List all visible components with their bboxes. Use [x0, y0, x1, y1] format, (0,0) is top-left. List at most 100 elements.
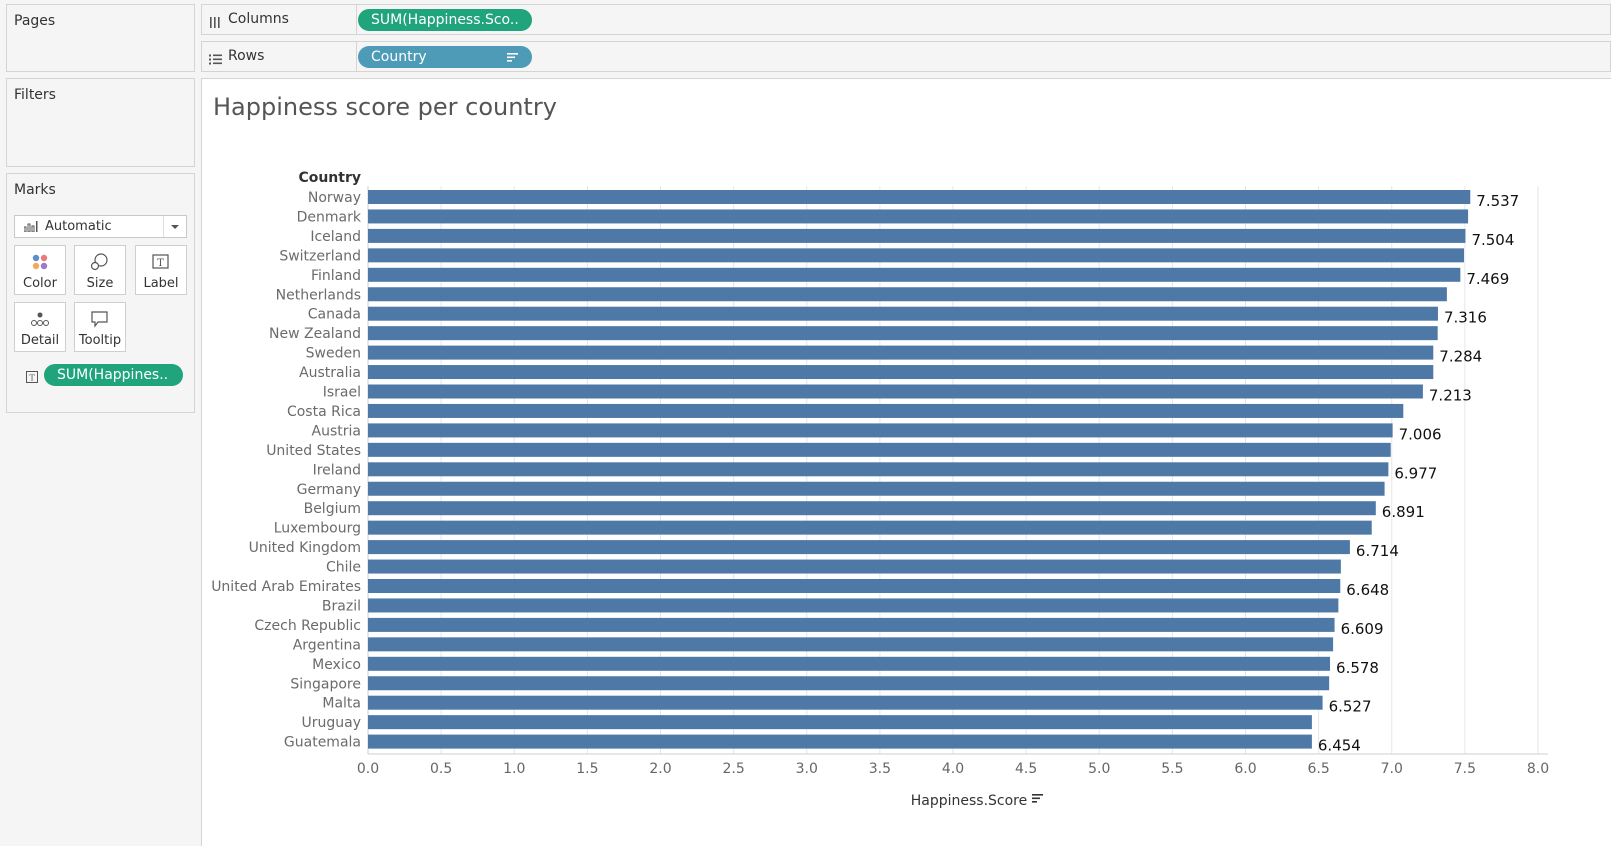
mark-type-value: Automatic: [45, 219, 112, 234]
bar[interactable]: [368, 384, 1423, 399]
bar[interactable]: [368, 403, 1404, 418]
bar[interactable]: [368, 481, 1385, 496]
bar[interactable]: [368, 267, 1461, 282]
pages-title: Pages: [14, 13, 56, 29]
rows-pill-label: Country: [371, 49, 427, 65]
bar[interactable]: [368, 345, 1434, 360]
columns-icon: [209, 13, 221, 32]
category-label[interactable]: Australia: [299, 365, 361, 381]
bar[interactable]: [368, 656, 1331, 671]
category-label[interactable]: Germany: [297, 482, 361, 498]
x-tick-label: 6.0: [1234, 761, 1256, 777]
value-label: 7.006: [1399, 425, 1442, 443]
bar[interactable]: [368, 248, 1464, 263]
bar[interactable]: [368, 695, 1323, 710]
detail-icon: [30, 310, 50, 332]
bar[interactable]: [368, 637, 1334, 652]
rows-dimension-pill[interactable]: Country: [358, 46, 532, 68]
label-measure-pill[interactable]: SUM(Happines..: [44, 364, 183, 386]
category-label[interactable]: Luxembourg: [274, 521, 361, 537]
rows-icon: [209, 50, 222, 69]
x-tick-label: 6.5: [1307, 761, 1329, 777]
size-button[interactable]: Size: [74, 245, 126, 295]
bar[interactable]: [368, 365, 1434, 380]
x-tick-label: 1.0: [503, 761, 525, 777]
pages-card[interactable]: Pages: [6, 4, 195, 72]
category-label[interactable]: Iceland: [310, 229, 361, 245]
x-tick-label: 5.0: [1088, 761, 1110, 777]
category-label[interactable]: Argentina: [293, 637, 361, 653]
bar[interactable]: [368, 501, 1376, 516]
category-label[interactable]: New Zealand: [269, 326, 361, 342]
viz-area[interactable]: Happiness score per country Norway Denmar…: [201, 78, 1611, 846]
bar[interactable]: [368, 734, 1312, 749]
category-label[interactable]: Brazil: [322, 598, 361, 614]
mark-type-dropdown[interactable]: Automatic: [14, 215, 187, 238]
bar[interactable]: [368, 423, 1393, 438]
category-label[interactable]: Mexico: [312, 657, 361, 673]
shelf-divider: [356, 42, 357, 71]
category-label[interactable]: Finland: [311, 268, 361, 284]
label-button[interactable]: T Label: [135, 245, 187, 295]
chevron-down-icon[interactable]: [163, 216, 186, 237]
bar[interactable]: [368, 520, 1372, 535]
rows-shelf[interactable]: Rows Country: [201, 41, 1611, 72]
bar[interactable]: [368, 598, 1339, 613]
category-label[interactable]: Norway: [308, 190, 361, 206]
value-label: 6.609: [1341, 620, 1384, 638]
detail-button[interactable]: Detail: [14, 302, 66, 352]
columns-shelf[interactable]: Columns SUM(Happiness.Sco..: [201, 4, 1611, 35]
category-label[interactable]: Switzerland: [279, 248, 361, 264]
bar[interactable]: [368, 306, 1438, 321]
sort-descending-icon[interactable]: [1032, 794, 1043, 803]
bar[interactable]: [368, 442, 1391, 457]
bar[interactable]: [368, 287, 1447, 302]
x-tick-label: 0.0: [357, 761, 379, 777]
value-label: 7.469: [1466, 270, 1509, 288]
category-label[interactable]: United Kingdom: [249, 540, 361, 556]
category-label[interactable]: United States: [266, 443, 361, 459]
color-button[interactable]: Color: [14, 245, 66, 295]
category-label[interactable]: Sweden: [306, 346, 361, 362]
category-label[interactable]: Canada: [308, 307, 361, 323]
text-label-icon: T: [26, 368, 38, 387]
category-label[interactable]: Chile: [326, 560, 361, 576]
category-label[interactable]: Denmark: [297, 209, 362, 225]
category-label[interactable]: Ireland: [313, 462, 361, 478]
category-label[interactable]: Malta: [322, 696, 361, 712]
category-label[interactable]: Austria: [312, 423, 361, 439]
bar[interactable]: [368, 559, 1341, 574]
row-header[interactable]: Country: [298, 170, 361, 186]
bar[interactable]: [368, 617, 1335, 632]
sort-descending-icon: [507, 47, 518, 68]
category-label[interactable]: Czech Republic: [254, 618, 361, 634]
columns-measure-pill[interactable]: SUM(Happiness.Sco..: [358, 9, 532, 31]
category-label[interactable]: Netherlands: [276, 287, 361, 303]
category-label[interactable]: Israel: [323, 385, 361, 401]
bar[interactable]: [368, 540, 1350, 555]
category-label[interactable]: Costa Rica: [287, 404, 361, 420]
category-label[interactable]: Belgium: [304, 501, 361, 517]
x-tick-label: 3.5: [869, 761, 891, 777]
category-label[interactable]: Uruguay: [302, 715, 362, 731]
category-label[interactable]: United Arab Emirates: [211, 579, 361, 595]
x-axis-title[interactable]: Happiness.Score: [911, 793, 1028, 809]
x-tick-label: 3.0: [796, 761, 818, 777]
filters-card[interactable]: Filters: [6, 78, 195, 167]
category-label[interactable]: Guatemala: [284, 735, 361, 751]
x-tick-label: 2.0: [649, 761, 671, 777]
bar[interactable]: [368, 676, 1330, 691]
bar[interactable]: [368, 209, 1469, 224]
bar[interactable]: [368, 326, 1438, 341]
x-tick-label: 7.0: [1381, 761, 1403, 777]
bar-chart[interactable]: Norway Denmark Iceland Switzerland Finland Ne…: [202, 79, 1611, 846]
bar[interactable]: [368, 715, 1312, 730]
bars: [368, 190, 1471, 749]
bar[interactable]: [368, 228, 1466, 243]
category-labels: Norway Denmark Iceland Switzerland Finland Ne…: [211, 190, 362, 751]
bar[interactable]: [368, 579, 1341, 593]
tooltip-button[interactable]: Tooltip: [74, 302, 126, 352]
bar[interactable]: [368, 190, 1471, 204]
bar[interactable]: [368, 462, 1389, 477]
category-label[interactable]: Singapore: [290, 676, 361, 692]
